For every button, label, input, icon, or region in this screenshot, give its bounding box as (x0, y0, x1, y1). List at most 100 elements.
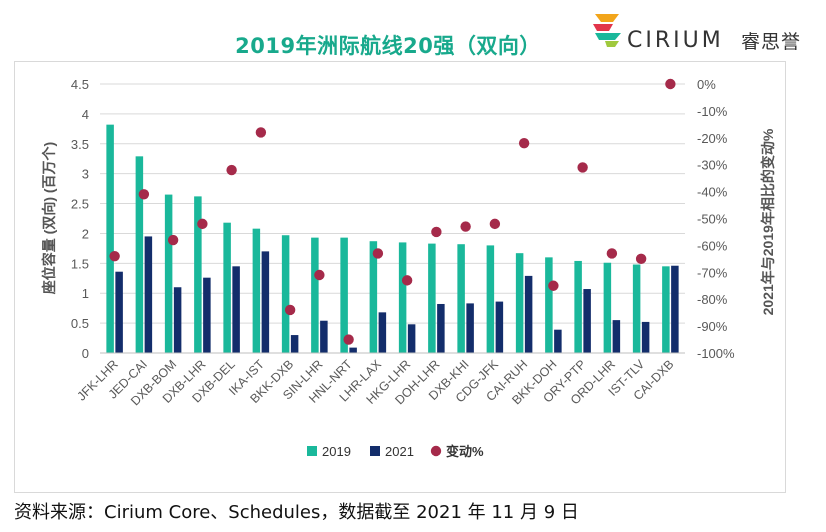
bar-2019 (632, 264, 641, 353)
change-point (401, 275, 413, 286)
legend-label-2021: 2021 (385, 444, 414, 459)
change-point (577, 162, 588, 173)
y2-tick-label: 0% (697, 77, 716, 92)
y2-tick-label: -90% (697, 319, 728, 334)
bar-2019 (106, 124, 114, 353)
bar-2019 (574, 260, 582, 353)
change-points (109, 78, 676, 345)
bar-2021 (378, 312, 387, 353)
y-tick-label: 1.5 (71, 256, 89, 271)
bar-2021 (320, 320, 328, 353)
change-point (431, 226, 442, 238)
cirium-logo: CIRIUM 睿思誉 (591, 10, 821, 56)
y2-tick-label: -30% (697, 158, 728, 173)
y-tick-label: 4.5 (71, 77, 89, 92)
y2-tick-label: -20% (697, 131, 728, 146)
bar-2019 (164, 194, 173, 353)
change-point (197, 218, 208, 230)
gridlines (100, 83, 685, 354)
bar-2021 (232, 266, 240, 353)
y-tick-label: 3 (82, 167, 89, 182)
y-tick-label: 3.5 (71, 137, 89, 152)
change-point (109, 250, 120, 262)
bar-2019 (135, 156, 144, 353)
bar-2021 (671, 265, 679, 353)
legend-label-2019: 2019 (322, 444, 351, 459)
change-point (460, 221, 471, 232)
bar-2021 (115, 271, 123, 353)
change-point (489, 218, 501, 230)
y2-tick-label: -100% (697, 346, 735, 361)
bar-2021 (641, 321, 650, 353)
y2-tick-label: -50% (697, 212, 728, 227)
bar-2021 (290, 335, 299, 353)
bar-2021 (612, 320, 621, 353)
change-point (284, 304, 296, 316)
bar-2019 (486, 245, 495, 353)
brand-name-cn: 睿思誉 (741, 31, 802, 53)
change-point (372, 248, 384, 259)
y-tick-label: 0 (82, 346, 89, 361)
bar-2019 (545, 257, 553, 353)
change-point (606, 248, 618, 259)
bar-2019 (662, 266, 670, 353)
y-tick-label: 2.5 (71, 197, 89, 212)
bar-2021 (407, 324, 416, 353)
legend-swatch-change (430, 445, 442, 457)
legend-swatch-2019 (307, 446, 317, 456)
bar-2021 (524, 275, 533, 353)
change-point (226, 164, 237, 176)
bar-2021 (173, 287, 182, 353)
bar-2021 (495, 301, 504, 353)
change-point (343, 334, 354, 345)
brand-name: CIRIUM (627, 28, 724, 53)
change-point (138, 189, 150, 200)
change-point (548, 280, 559, 291)
bar-2021 (554, 329, 562, 353)
legend-label-change: 变动% (446, 444, 484, 459)
y2-tick-label: -80% (697, 292, 728, 307)
bar-2019 (311, 237, 319, 353)
source-note: 资料来源：Cirium Core、Schedules，数据截至 2021 年 1… (14, 502, 579, 523)
bar-2021 (144, 236, 153, 353)
bar-2021 (203, 277, 211, 353)
change-point (314, 269, 325, 281)
y-tick-label: 2 (82, 226, 89, 241)
legend-swatch-2021 (370, 446, 380, 456)
bar-2021 (349, 347, 357, 353)
legend: 2019 2021 变动% (307, 444, 484, 459)
y-tick-label: 0.5 (71, 316, 89, 331)
chart-title: 2019年洲际航线20强（双向） (235, 34, 541, 58)
bar-2019 (428, 243, 436, 353)
bar-2019 (281, 235, 290, 353)
bars (106, 124, 679, 353)
bar-2019 (515, 253, 524, 353)
change-point (167, 234, 179, 246)
bar-2021 (261, 251, 270, 353)
bar-2021 (466, 303, 474, 353)
y-axis-label: 座位容量 (双向) (百万个) (41, 142, 57, 294)
change-point (255, 127, 267, 138)
y2-tick-label: -10% (697, 104, 728, 119)
y2-axis-label: 2021年与2019年相比的变动% (760, 128, 776, 315)
change-point (665, 78, 676, 90)
y-tick-label: 1 (82, 286, 89, 301)
bar-2021 (437, 303, 445, 353)
bar-2019 (457, 244, 465, 353)
bar-2019 (223, 222, 231, 353)
bar-2019 (340, 237, 348, 353)
bar-2019 (603, 262, 612, 353)
y2-tick-label: -60% (697, 238, 728, 253)
change-point (635, 253, 647, 265)
bar-2019 (194, 196, 202, 353)
bar-2021 (583, 289, 591, 353)
y-tick-label: 4 (82, 107, 89, 122)
y2-tick-label: -70% (697, 265, 728, 280)
cirium-logo-icon (593, 14, 621, 47)
bar-2019 (369, 241, 378, 353)
bar-2019 (398, 242, 407, 353)
bar-2019 (252, 228, 261, 353)
change-point (518, 137, 530, 149)
y2-tick-label: -40% (697, 185, 728, 200)
